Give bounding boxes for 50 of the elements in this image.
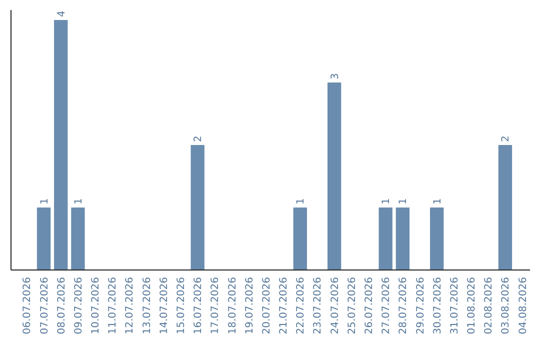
x-tick-label: 23.07.2026 bbox=[312, 277, 324, 334]
x-tick-label: 21.07.2026 bbox=[278, 277, 290, 334]
data-label: 3 bbox=[330, 73, 341, 80]
bar bbox=[378, 208, 392, 270]
bar bbox=[190, 145, 204, 270]
x-tick-label: 09.07.2026 bbox=[73, 277, 84, 334]
x-tick-label: 01.08.2026 bbox=[466, 277, 478, 334]
x-tick-label: 03.08.2026 bbox=[500, 277, 512, 334]
bar bbox=[327, 82, 342, 270]
x-tick-label: 11.07.2026 bbox=[108, 277, 119, 334]
bar bbox=[430, 208, 444, 270]
bar bbox=[71, 208, 85, 270]
x-tick-label: 26.07.2026 bbox=[364, 277, 375, 334]
x-tick-label: 15.07.2026 bbox=[176, 277, 188, 334]
data-label: 2 bbox=[193, 136, 204, 142]
data-label: 1 bbox=[296, 198, 307, 204]
x-tick-label: 27.07.2026 bbox=[381, 277, 392, 334]
data-label: 1 bbox=[398, 198, 410, 204]
bar bbox=[396, 208, 410, 270]
bar bbox=[498, 145, 512, 270]
x-tick-label: 10.07.2026 bbox=[90, 277, 102, 334]
bar bbox=[54, 20, 68, 270]
data-label: 1 bbox=[432, 198, 444, 204]
x-tick-label: 25.07.2026 bbox=[346, 277, 358, 334]
x-tick-label: 30.07.2026 bbox=[432, 277, 444, 334]
bar bbox=[293, 208, 307, 270]
x-tick-label: 22.07.2026 bbox=[296, 277, 307, 334]
x-tick-label: 14.07.2026 bbox=[158, 277, 170, 334]
x-tick-label: 12.07.2026 bbox=[124, 277, 136, 334]
data-label: 2 bbox=[500, 136, 512, 142]
data-label: 1 bbox=[73, 198, 84, 204]
x-tick-label: 20.07.2026 bbox=[261, 277, 272, 334]
x-tick-label: 17.07.2026 bbox=[210, 277, 222, 334]
x-tick-label: 24.07.2026 bbox=[330, 277, 341, 334]
x-tick-label: 18.07.2026 bbox=[227, 277, 238, 334]
x-tick-label: 19.07.2026 bbox=[244, 277, 256, 334]
data-label: 4 bbox=[56, 10, 68, 17]
x-tick-label: 06.07.2026 bbox=[22, 277, 34, 334]
data-label: 1 bbox=[39, 198, 50, 204]
x-tick-label: 07.07.2026 bbox=[39, 277, 50, 334]
x-tick-label: 08.07.2026 bbox=[56, 277, 68, 334]
bar bbox=[36, 208, 51, 270]
x-tick-label: 02.08.2026 bbox=[484, 277, 495, 334]
x-tick-label: 28.07.2026 bbox=[398, 277, 410, 334]
x-tick-label: 16.07.2026 bbox=[193, 277, 204, 334]
x-tick-label: 31.07.2026 bbox=[449, 277, 460, 334]
data-label: 1 bbox=[381, 198, 392, 204]
x-tick-label: 13.07.2026 bbox=[142, 277, 153, 334]
x-tick-label: 29.07.2026 bbox=[415, 277, 426, 334]
x-tick-label: 04.08.2026 bbox=[518, 277, 529, 334]
